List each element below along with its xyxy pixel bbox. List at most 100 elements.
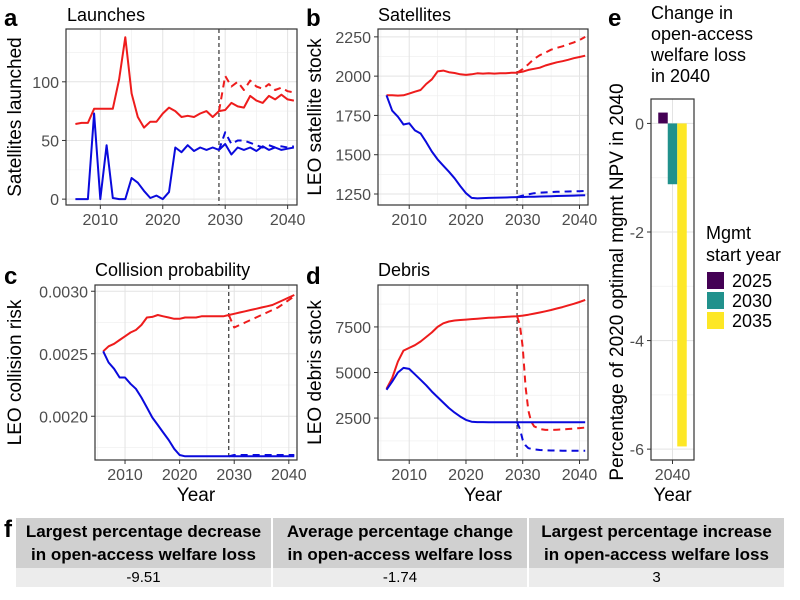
summary-table: Largest percentage decrease in open-acce… — [16, 518, 784, 587]
plot-area-c — [95, 285, 297, 460]
x-tick-label: 2020 — [448, 467, 484, 484]
legend-label-2030: 2030 — [732, 291, 772, 311]
y-tick-label: 0 — [50, 192, 59, 209]
series-line-c-3 — [228, 454, 295, 458]
header-line: in open-access welfare loss — [544, 545, 769, 564]
y-tick-label: 2000 — [335, 69, 371, 86]
y-axis-label-e: Percentage of 2020 optimal mgmt NPV in 2… — [607, 83, 628, 480]
y-axis-label-d: LEO debris stock — [305, 300, 326, 445]
bar-2025 — [658, 112, 668, 124]
header-average-change: Average percentage change in open-access… — [272, 518, 529, 568]
x-tick-label: 2020 — [145, 212, 181, 229]
header-line: Largest percentage decrease — [25, 522, 262, 541]
y-tick-label: -4 — [630, 334, 644, 351]
panel-title-c: Collision probability — [95, 260, 250, 280]
panel-border — [94, 284, 298, 461]
value-largest-decrease: -9.51 — [16, 568, 273, 587]
panel-title-a: Launches — [67, 5, 145, 25]
y-tick-label: 0.0025 — [39, 347, 88, 364]
header-line: Largest percentage increase — [541, 522, 772, 541]
plot-area-b — [378, 29, 588, 205]
y-tick-label: 100 — [32, 75, 59, 92]
series-line-d-3 — [516, 421, 586, 452]
bar-2030 — [667, 123, 678, 185]
series-line-d-0 — [385, 298, 586, 390]
x-axis-label-d: Year — [464, 485, 503, 506]
bar-2035 — [677, 123, 687, 447]
y-tick-label: 1500 — [335, 148, 371, 165]
panel-title-e-line: open-access — [651, 24, 753, 44]
legend-swatch-2030 — [707, 292, 724, 309]
x-tick-label: 2030 — [505, 212, 541, 229]
y-tick-label: 1250 — [335, 187, 371, 204]
series-line-c-2 — [102, 350, 295, 458]
x-tick-label: 2040 — [562, 212, 598, 229]
series-line-c-0 — [102, 294, 295, 353]
x-tick-label: 2040 — [270, 212, 306, 229]
header-line: in open-access welfare loss — [287, 545, 513, 564]
panel-letter-a: a — [4, 5, 18, 32]
x-tick-label: 2040 — [655, 467, 691, 484]
y-tick-label: -2 — [630, 225, 644, 242]
y-tick-label: 50 — [41, 133, 59, 150]
x-tick-label: 2030 — [207, 212, 243, 229]
y-tick-label: 5000 — [335, 366, 371, 383]
panel-letter-c: c — [4, 263, 17, 290]
series-line-a-3 — [218, 131, 295, 151]
y-tick-label: 0.0030 — [39, 284, 88, 301]
value-average-change: -1.74 — [272, 568, 529, 587]
legend-label-2025: 2025 — [732, 271, 772, 291]
x-tick-label: 2030 — [216, 467, 252, 484]
x-tick-label: 2010 — [391, 212, 427, 229]
series-line-a-2 — [75, 112, 295, 201]
series-line-b-1 — [516, 36, 586, 74]
header-largest-decrease: Largest percentage decrease in open-acce… — [16, 518, 273, 568]
legend-swatch-2025 — [707, 272, 724, 289]
y-axis-label-a: Satellites launched — [5, 37, 26, 197]
x-tick-label: 2030 — [505, 467, 541, 484]
x-tick-label: 2020 — [448, 212, 484, 229]
x-axis-label-c: Year — [177, 485, 216, 506]
series-line-a-0 — [75, 36, 295, 129]
legend-label-2035: 2035 — [732, 311, 772, 331]
x-tick-label: 2010 — [83, 212, 119, 229]
series-line-b-0 — [386, 54, 586, 97]
panel-title-b: Satellites — [378, 5, 451, 25]
y-tick-label: 0 — [635, 116, 644, 133]
y-axis-label-b: LEO satellite stock — [305, 38, 326, 196]
panel-letter-e: e — [608, 5, 621, 32]
y-tick-label: 1750 — [335, 108, 371, 125]
header-largest-increase: Largest percentage increase in open-acce… — [528, 518, 784, 568]
y-tick-label: 0.0020 — [39, 409, 88, 426]
x-tick-label: 2010 — [107, 467, 143, 484]
table-header-row: Largest percentage decrease in open-acce… — [16, 518, 784, 568]
panel-letter-d: d — [306, 263, 321, 290]
x-tick-label: 2020 — [162, 467, 198, 484]
series-line-d-2 — [385, 366, 586, 424]
panel-title-d: Debris — [378, 260, 430, 280]
series-line-d-1 — [516, 315, 586, 431]
table-row: -9.51 -1.74 3 — [16, 568, 784, 587]
legend-title-line: Mgmt — [706, 223, 751, 243]
panel-border — [65, 28, 298, 206]
value-largest-increase: 3 — [528, 568, 784, 587]
series-line-b-2 — [385, 94, 586, 200]
y-tick-label: -6 — [630, 442, 644, 459]
x-axis-label-e: Year — [653, 485, 692, 506]
y-tick-label: 2250 — [335, 30, 371, 47]
panel-border — [377, 28, 589, 206]
panel-title-e-line: Change in — [651, 3, 733, 23]
panel-title-e-line: welfare loss — [650, 45, 746, 65]
header-line: Average percentage change — [286, 522, 514, 541]
panel-letter-f: f — [4, 516, 12, 543]
x-tick-label: 2040 — [271, 467, 307, 484]
legend-swatch-2035 — [707, 312, 724, 329]
y-tick-label: 2500 — [335, 411, 371, 428]
panel-title-e-line: in 2040 — [651, 66, 710, 86]
x-tick-label: 2010 — [391, 467, 427, 484]
series-line-a-1 — [218, 74, 295, 112]
legend-title-line: start year — [706, 245, 781, 265]
header-line: in open-access welfare loss — [31, 545, 256, 564]
y-axis-label-c: LEO collision risk — [5, 299, 26, 445]
